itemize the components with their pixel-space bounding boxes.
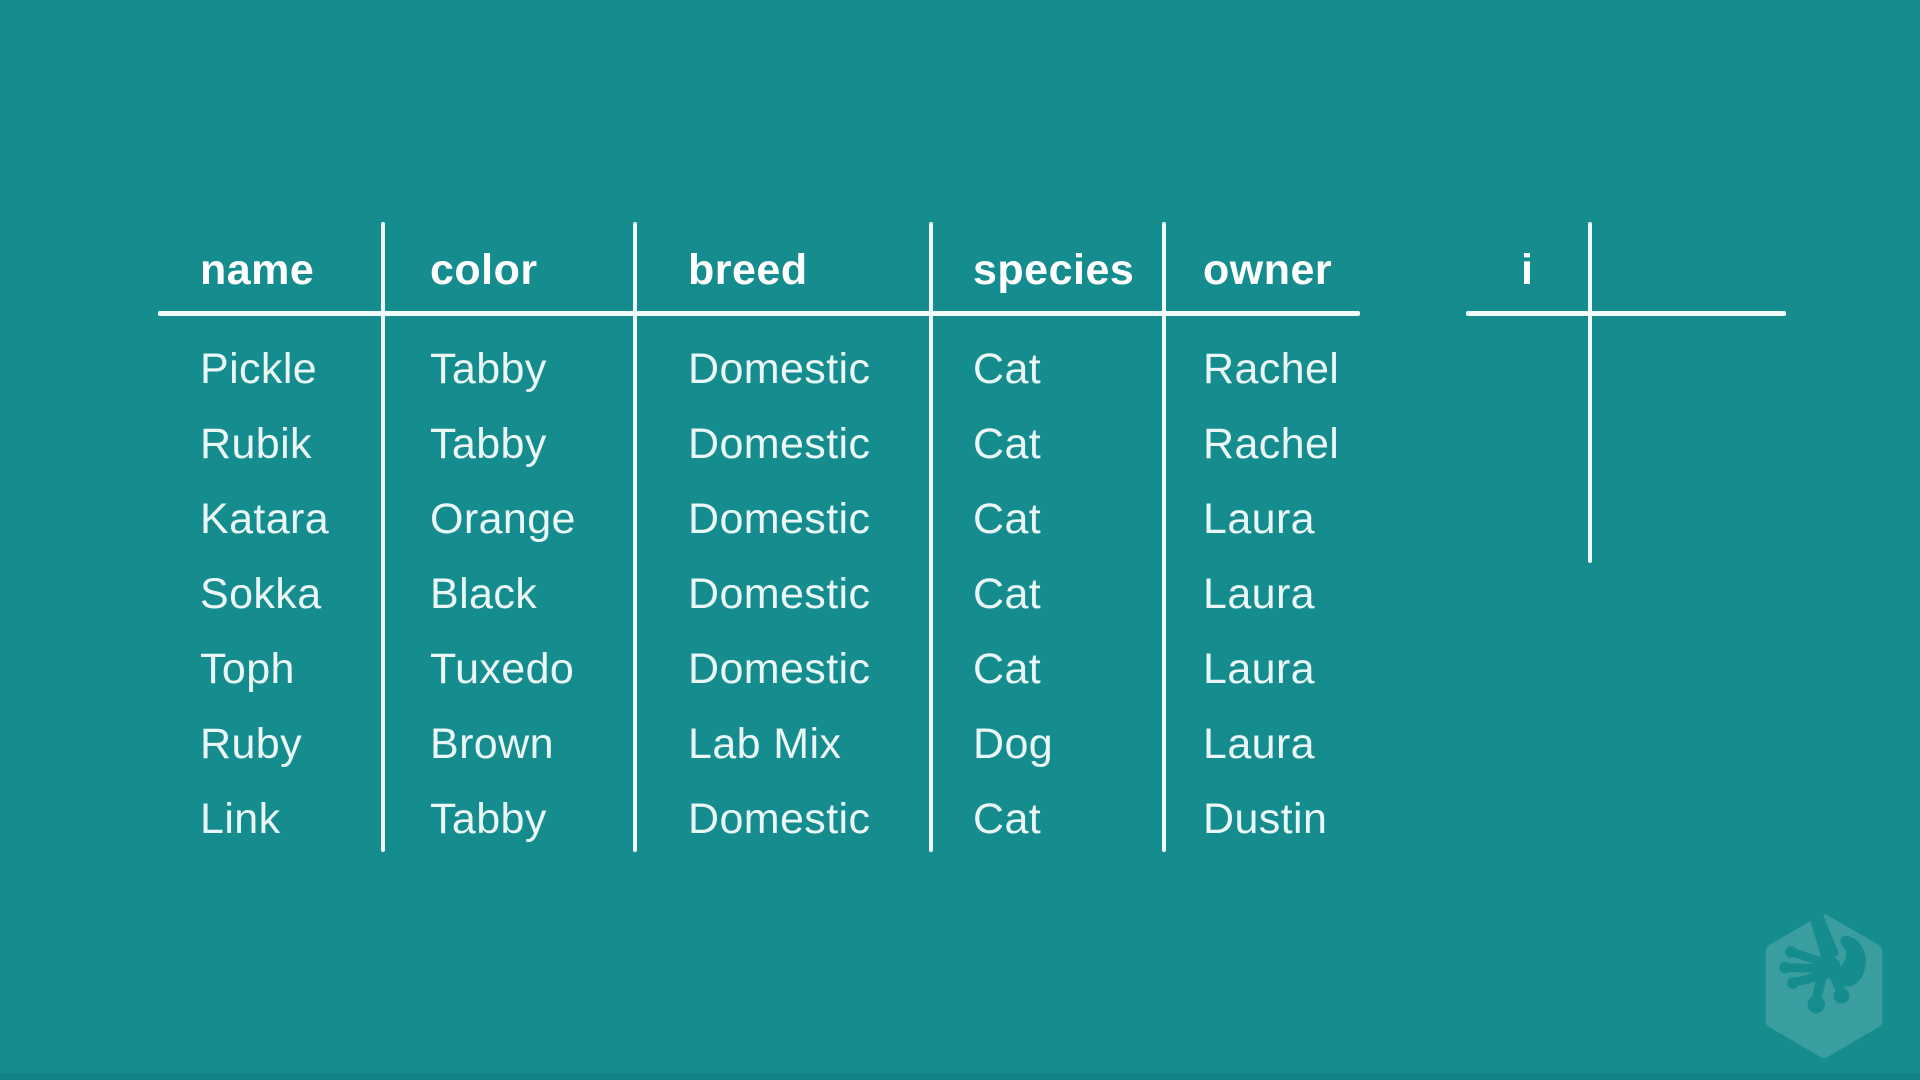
pets-table: name color breed species owner Pickle Tabby Do… bbox=[158, 222, 1360, 862]
table-row: Ruby Brown Lab Mix Dog Laura bbox=[160, 707, 1360, 782]
header-underline bbox=[158, 311, 1360, 316]
table-cell-species: Cat bbox=[973, 495, 1042, 543]
table-cell-color: Brown bbox=[430, 720, 554, 768]
table-cell-name: Link bbox=[200, 795, 281, 843]
table-cell-color: Tabby bbox=[430, 420, 547, 468]
column-divider bbox=[1588, 222, 1592, 563]
column-divider bbox=[381, 222, 385, 852]
table-header-row: name color breed species owner bbox=[160, 242, 1360, 298]
table-cell-name: Rubik bbox=[200, 420, 312, 468]
table-cell-color: Orange bbox=[430, 495, 576, 543]
table-cell-owner: Laura bbox=[1203, 720, 1315, 768]
table-row: Link Tabby Domestic Cat Dustin bbox=[160, 782, 1360, 857]
table-cell-breed: Domestic bbox=[688, 795, 871, 843]
table-row: Toph Tuxedo Domestic Cat Laura bbox=[160, 632, 1360, 707]
table-cell-name: Toph bbox=[200, 645, 295, 693]
treehouse-logo-icon bbox=[1765, 912, 1883, 1058]
column-divider bbox=[633, 222, 637, 852]
table-cell-breed: Domestic bbox=[688, 495, 871, 543]
column-header-owner: owner bbox=[1203, 245, 1333, 294]
table-cell-breed: Domestic bbox=[688, 645, 871, 693]
table-cell-breed: Domestic bbox=[688, 570, 871, 618]
table-cell-owner: Laura bbox=[1203, 645, 1315, 693]
table-cell-breed: Domestic bbox=[688, 345, 871, 393]
table-cell-species: Cat bbox=[973, 345, 1042, 393]
table-cell-species: Cat bbox=[973, 645, 1042, 693]
table-cell-owner: Laura bbox=[1203, 495, 1315, 543]
column-header-species: species bbox=[973, 245, 1135, 294]
table-cell-owner: Dustin bbox=[1203, 795, 1328, 843]
column-divider bbox=[929, 222, 933, 852]
table-cell-owner: Rachel bbox=[1203, 345, 1340, 393]
i-table: i bbox=[1466, 222, 1786, 563]
column-header-breed: breed bbox=[688, 245, 808, 294]
table-cell-name: Katara bbox=[200, 495, 330, 543]
table-cell-species: Cat bbox=[973, 795, 1042, 843]
table-cell-species: Cat bbox=[973, 570, 1042, 618]
column-header-name: name bbox=[200, 245, 315, 294]
table-cell-name: Sokka bbox=[200, 570, 322, 618]
table-row: Sokka Black Domestic Cat Laura bbox=[160, 557, 1360, 632]
column-header-color: color bbox=[430, 245, 538, 294]
table-cell-color: Tabby bbox=[430, 795, 547, 843]
table-row: Rubik Tabby Domestic Cat Rachel bbox=[160, 407, 1360, 482]
table-cell-name: Ruby bbox=[200, 720, 302, 768]
table-row: Katara Orange Domestic Cat Laura bbox=[160, 482, 1360, 557]
table-cell-color: Tabby bbox=[430, 345, 547, 393]
table-body: Pickle Tabby Domestic Cat Rachel Rubik Tabby Do… bbox=[160, 332, 1360, 857]
table-cell-color: Tuxedo bbox=[430, 645, 575, 693]
bottom-edge-strip bbox=[0, 1073, 1920, 1080]
table-cell-breed: Domestic bbox=[688, 420, 871, 468]
table-cell-owner: Laura bbox=[1203, 570, 1315, 618]
table-cell-color: Black bbox=[430, 570, 538, 618]
table-cell-species: Cat bbox=[973, 420, 1042, 468]
i-table-header: i bbox=[1521, 245, 1533, 294]
table-cell-name: Pickle bbox=[200, 345, 318, 393]
column-divider bbox=[1162, 222, 1166, 852]
table-cell-species: Dog bbox=[973, 720, 1054, 768]
table-cell-breed: Lab Mix bbox=[688, 720, 842, 768]
table-row: Pickle Tabby Domestic Cat Rachel bbox=[160, 332, 1360, 407]
header-underline bbox=[1466, 311, 1786, 316]
table-cell-owner: Rachel bbox=[1203, 420, 1340, 468]
